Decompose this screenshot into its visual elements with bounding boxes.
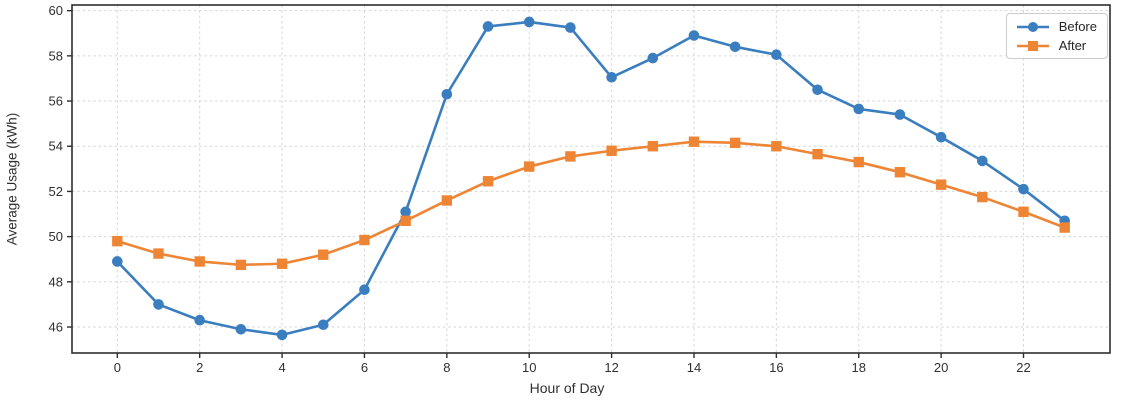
data-point-marker (235, 323, 247, 335)
data-point-marker (771, 49, 782, 61)
grid (72, 5, 1110, 353)
x-tick-label: 8 (443, 360, 450, 375)
data-point-marker (359, 234, 370, 246)
data-point-marker (1018, 183, 1029, 195)
x-tick-label: 22 (1016, 360, 1030, 375)
legend-label-before: Before (1058, 19, 1097, 34)
data-point-marker (729, 137, 741, 149)
y-tick-label: 50 (49, 229, 63, 244)
y-tick-label: 48 (49, 274, 63, 289)
data-point-marker (853, 156, 864, 168)
data-point-marker (606, 72, 617, 83)
legend-item-before: Before (1015, 19, 1097, 34)
data-point-marker (771, 141, 782, 152)
data-point-marker (894, 167, 906, 178)
data-point-marker (235, 259, 247, 271)
data-point-marker (153, 299, 164, 310)
data-point-marker (400, 215, 411, 227)
y-tick-label: 58 (49, 48, 63, 63)
series-line (116, 20, 1066, 337)
data-point-marker (318, 249, 329, 260)
data-point-marker (482, 176, 494, 187)
data-point-marker (565, 22, 576, 33)
data-point-marker (441, 88, 453, 100)
data-point-marker (359, 284, 370, 296)
data-point-marker (606, 145, 617, 156)
data-point-marker (812, 84, 823, 96)
x-tick-label: 6 (361, 360, 368, 375)
series-before (112, 16, 1070, 341)
x-tick-label: 12 (604, 360, 618, 375)
data-point-marker (935, 131, 947, 143)
data-point-marker (276, 258, 288, 269)
data-point-marker (112, 256, 123, 267)
legend-label-after: After (1058, 38, 1087, 53)
data-point-marker (194, 256, 205, 267)
y-tick-label: 60 (49, 3, 63, 18)
x-tick-label: 16 (769, 360, 783, 375)
axis-ticks (67, 9, 1025, 358)
data-point-marker (400, 206, 411, 218)
y-axis-label: Average Usage (kWh) (4, 112, 20, 246)
data-point-marker (977, 155, 988, 167)
data-point-marker (565, 151, 576, 162)
series-after (112, 136, 1070, 271)
data-point-marker (317, 319, 329, 331)
y-tick-label: 54 (49, 139, 63, 154)
data-point-marker (112, 235, 123, 247)
data-point-marker (647, 52, 659, 64)
data-point-marker (935, 179, 947, 190)
legend-item-after: After (1015, 38, 1097, 53)
legend-line-marker-icon (1015, 20, 1051, 34)
data-point-marker (894, 109, 906, 120)
x-tick-label: 18 (852, 360, 866, 375)
data-point-marker (977, 191, 988, 203)
y-tick-label: 56 (49, 94, 63, 109)
data-point-marker (812, 148, 823, 160)
x-tick-label: 2 (196, 360, 203, 375)
x-axis-label-wrap: Hour of Day (0, 380, 1062, 396)
data-point-marker (688, 30, 700, 41)
x-tick-label: 10 (522, 360, 536, 375)
x-tick-label: 20 (934, 360, 948, 375)
x-tick-label: 14 (687, 360, 701, 375)
legend: Before After (1005, 13, 1108, 59)
x-axis-label: Hour of Day (529, 380, 605, 396)
series-line (116, 140, 1066, 267)
data-point-marker (482, 21, 494, 32)
legend-line-marker-icon (1015, 39, 1051, 53)
data-point-marker (647, 141, 658, 152)
data-point-marker (194, 314, 205, 326)
plot-spines (71, 4, 1111, 354)
data-point-marker (853, 103, 865, 115)
data-point-marker (688, 136, 700, 147)
data-point-marker (153, 248, 164, 259)
y-tick-label: 46 (49, 320, 63, 335)
x-tick-label: 4 (278, 360, 285, 375)
x-tick-label: 0 (114, 360, 121, 375)
data-point-marker (1018, 206, 1029, 217)
data-point-marker (729, 41, 741, 53)
data-point-marker (523, 16, 535, 28)
y-tick-label: 52 (49, 184, 63, 199)
data-point-marker (441, 195, 453, 206)
data-point-marker (524, 161, 535, 172)
data-point-marker (1059, 222, 1070, 233)
data-point-marker (276, 329, 288, 341)
